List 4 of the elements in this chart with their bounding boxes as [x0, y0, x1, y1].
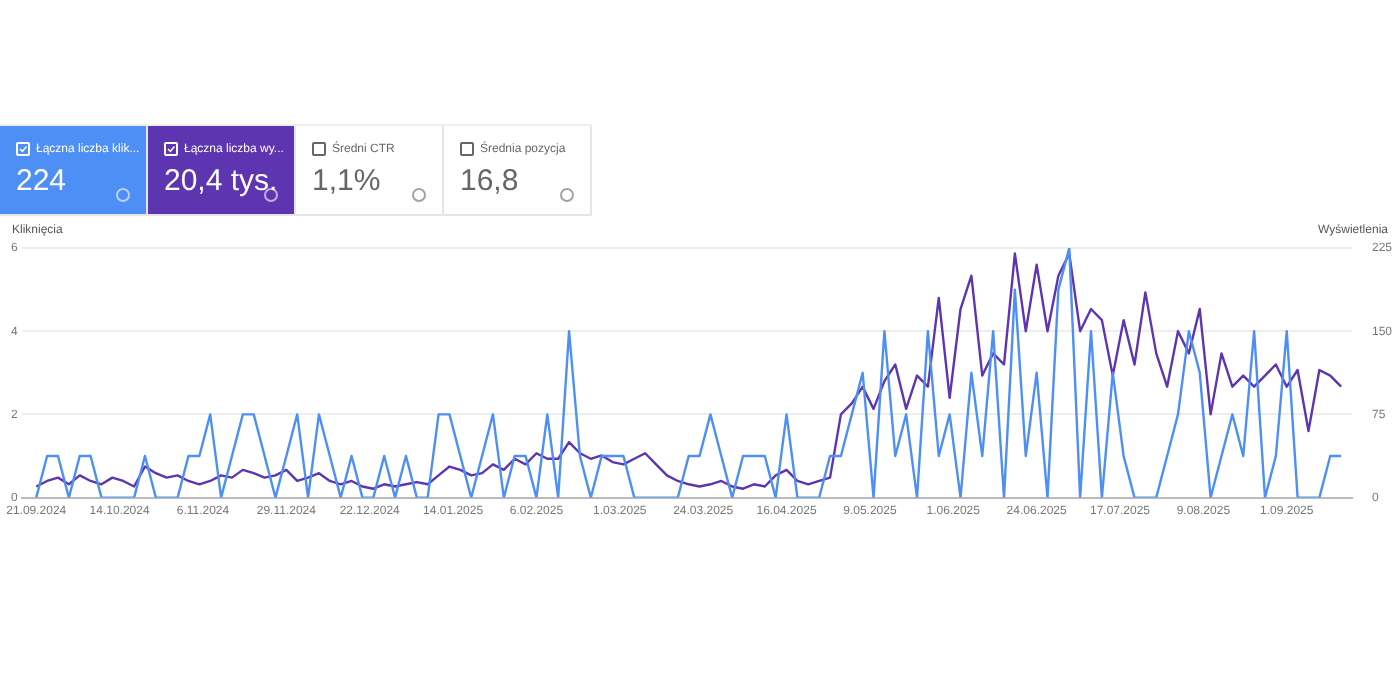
text: 224 — [16, 164, 69, 198]
text: 20,4 tys. — [164, 164, 280, 198]
text: 1,1% — [312, 164, 383, 198]
text: 16,8 — [460, 164, 521, 198]
